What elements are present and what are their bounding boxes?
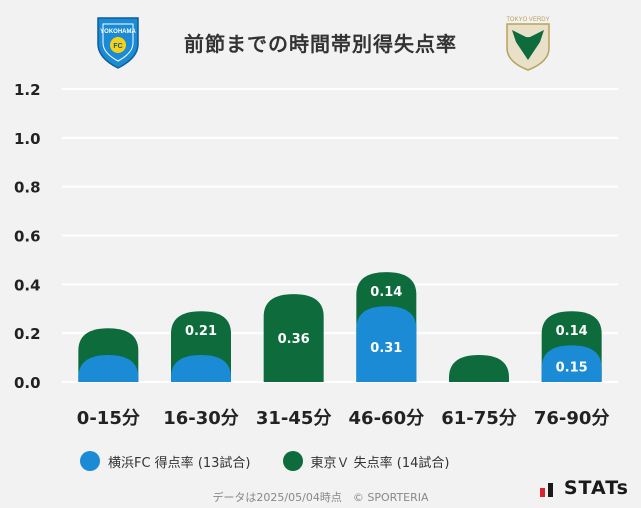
away-crest-text: TOKYO VERDY [506,17,549,23]
y-tick-label: 0.8 [14,179,41,197]
y-tick-label: 0.2 [14,325,41,343]
chart-legend: 横浜FC 得点率 (13試合) 東京Ｖ 失点率 (14試合) [80,448,481,474]
bar-away [263,294,324,382]
bar-away [449,355,509,382]
bar-home [541,345,602,382]
legend-item-home: 横浜FC 得点率 (13試合) [80,451,251,471]
data-label-home: 0.15 [556,361,588,376]
y-tick-label: 0.0 [14,374,41,392]
bar-home [171,355,231,382]
x-axis: 0-15分 16-30分 31-45分 46-60分 61-75分 76-90分 [77,408,610,429]
y-axis: 0.0 0.2 0.4 0.6 0.8 1.0 1.2 [14,81,41,392]
data-label-away: 0.36 [278,332,310,347]
data-label-home: 0.31 [370,341,402,356]
legend-swatch-home [80,451,100,471]
x-tick-label: 61-75分 [441,408,517,429]
brand-text: STATs [563,477,629,499]
tokyo-verdy-crest-icon: TOKYO VERDY [506,17,550,71]
chart-header: 前節までの時間帯別得失点率 [0,0,641,80]
data-label-away: 0.14 [556,324,588,339]
bars [78,272,602,382]
y-tick-label: 1.2 [14,81,41,99]
yokohama-fc-crest-icon: YOKOHAMA FC [97,17,139,69]
data-label-away: 0.14 [370,285,402,300]
data-labels: 0.21 0.36 0.14 0.31 0.14 0.15 [185,285,588,376]
bar-home [78,355,139,382]
legend-label-away: 東京Ｖ 失点率 (14試合) [310,455,450,471]
y-tick-label: 0.6 [14,228,41,246]
legend-item-away: 東京Ｖ 失点率 (14試合) [282,451,450,471]
stats-bars-icon [539,483,553,497]
data-label-away: 0.21 [185,324,217,339]
home-crest-badge: FC [113,43,122,50]
x-tick-label: 76-90分 [534,408,610,429]
bar-home [356,306,417,382]
x-tick-label: 0-15分 [77,408,140,429]
home-crest-text: YOKOHAMA [100,29,136,35]
x-tick-label: 31-45分 [256,408,332,429]
y-tick-label: 0.4 [14,276,41,294]
data-source-note: データは2025/05/04時点 © SPORTERIA [212,491,429,504]
legend-label-home: 横浜FC 得点率 (13試合) [108,455,251,471]
grid-lines [62,88,618,383]
stats-brand-logo: STATs [538,477,629,499]
x-tick-label: 16-30分 [163,408,239,429]
chart-title: 前節までの時間帯別得失点率 [184,32,457,56]
y-tick-label: 1.0 [14,130,41,148]
x-tick-label: 46-60分 [349,408,425,429]
legend-swatch-away [282,451,303,471]
